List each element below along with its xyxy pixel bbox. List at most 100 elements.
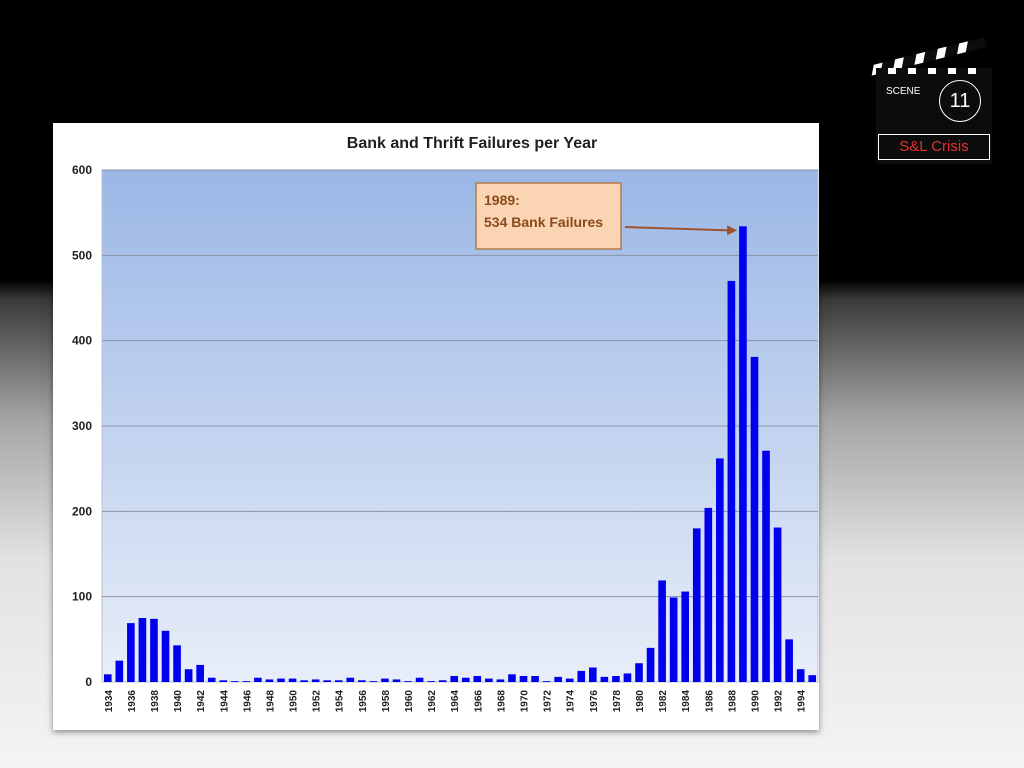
clapper-body: SCENE 11 S&L Crisis xyxy=(876,74,992,164)
bar xyxy=(669,597,678,682)
x-tick-label: 1944 xyxy=(219,690,230,713)
clapper-sticks-icon xyxy=(871,37,992,76)
bar xyxy=(311,679,320,682)
bar xyxy=(623,673,632,682)
x-tick-label: 1982 xyxy=(658,690,669,713)
x-tick-label: 1978 xyxy=(612,690,623,713)
bar xyxy=(115,660,124,682)
bar xyxy=(450,676,459,682)
bar xyxy=(300,680,308,682)
x-tick-label: 1992 xyxy=(774,690,785,713)
bar xyxy=(415,677,424,682)
chart-card: Bank and Thrift Failures per Year 0 100 20… xyxy=(53,123,819,730)
bar xyxy=(230,681,239,682)
bar xyxy=(173,645,181,682)
x-tick-label: 1934 xyxy=(104,690,115,713)
bar xyxy=(577,670,586,682)
bar xyxy=(346,677,355,682)
bar xyxy=(658,580,666,682)
y-tick-label: 300 xyxy=(72,419,92,433)
bar xyxy=(438,680,447,682)
bar xyxy=(103,674,112,682)
bar xyxy=(785,639,793,682)
annotation-box xyxy=(475,182,622,250)
y-tick-label: 500 xyxy=(72,248,92,262)
bar xyxy=(635,663,643,682)
bar xyxy=(161,630,170,682)
x-tick-label: 1954 xyxy=(335,690,346,713)
bar xyxy=(508,674,516,682)
annotation-line2: 534 Bank Failures xyxy=(484,214,603,230)
bar xyxy=(796,669,805,682)
bar xyxy=(427,681,435,682)
x-tick-label: 1974 xyxy=(566,690,577,713)
x-tick-label: 1952 xyxy=(312,690,323,713)
x-tick-label: 1984 xyxy=(681,690,692,713)
bar xyxy=(750,356,759,682)
annotation-arrowhead xyxy=(727,225,738,236)
x-tick-label: 1994 xyxy=(797,690,808,713)
bar xyxy=(773,527,782,682)
bar xyxy=(808,675,817,682)
x-tick-label: 1956 xyxy=(358,690,369,713)
y-axis-ticks: 0 100 200 300 400 500 600 xyxy=(72,163,92,689)
x-tick-label: 1964 xyxy=(450,690,461,713)
bar xyxy=(358,680,366,682)
x-tick-label: 1976 xyxy=(589,690,600,713)
bar xyxy=(369,681,378,682)
bar xyxy=(739,226,747,682)
x-tick-label: 1946 xyxy=(242,690,253,713)
bar xyxy=(265,679,274,682)
bar xyxy=(496,679,505,682)
y-tick-label: 0 xyxy=(85,675,92,689)
x-tick-label: 1990 xyxy=(750,690,761,713)
annotation-arrow xyxy=(624,226,730,232)
bar xyxy=(519,676,528,682)
scene-number: 11 xyxy=(939,80,981,122)
bar xyxy=(288,678,297,682)
bar xyxy=(473,676,482,682)
x-tick-label: 1936 xyxy=(127,690,138,713)
annotation: 1989: 534 Bank Failures xyxy=(475,182,738,250)
x-axis-ticks: 1934 1936 1938 1940 1942 1944 1946 1948 1950 1952… xyxy=(104,690,808,713)
bar xyxy=(646,647,655,682)
x-tick-label: 1938 xyxy=(150,690,161,713)
y-tick-label: 100 xyxy=(72,590,92,604)
bar xyxy=(196,664,204,682)
bar xyxy=(207,677,216,682)
bar xyxy=(242,681,251,682)
bar xyxy=(277,678,285,682)
bar xyxy=(254,677,262,682)
bar xyxy=(184,669,193,682)
bar xyxy=(219,680,228,682)
scene-title: S&L Crisis xyxy=(878,134,990,160)
bar xyxy=(150,618,158,682)
x-tick-label: 1962 xyxy=(427,690,438,713)
annotation-line1: 1989: xyxy=(484,192,520,208)
x-tick-label: 1942 xyxy=(196,690,207,713)
bar xyxy=(404,681,412,682)
bar xyxy=(392,679,401,682)
bar xyxy=(588,667,597,682)
x-tick-label: 1960 xyxy=(404,690,415,713)
x-tick-label: 1950 xyxy=(289,690,300,713)
bar xyxy=(381,678,389,682)
bar xyxy=(554,676,562,682)
bar xyxy=(716,458,724,682)
y-tick-label: 400 xyxy=(72,334,92,348)
x-tick-label: 1958 xyxy=(381,690,392,713)
bar xyxy=(565,678,574,682)
x-tick-label: 1940 xyxy=(173,690,184,713)
x-tick-label: 1968 xyxy=(496,690,507,713)
bar xyxy=(334,680,343,682)
bar xyxy=(681,591,690,682)
x-tick-label: 1980 xyxy=(635,690,646,713)
bar xyxy=(600,676,609,682)
bar xyxy=(762,450,770,682)
bar xyxy=(704,507,713,682)
bar xyxy=(485,678,493,682)
chart-title: Bank and Thrift Failures per Year xyxy=(347,135,597,152)
bar xyxy=(531,676,539,682)
x-tick-label: 1970 xyxy=(520,690,531,713)
bar-chart: Bank and Thrift Failures per Year 0 100 20… xyxy=(72,135,819,713)
